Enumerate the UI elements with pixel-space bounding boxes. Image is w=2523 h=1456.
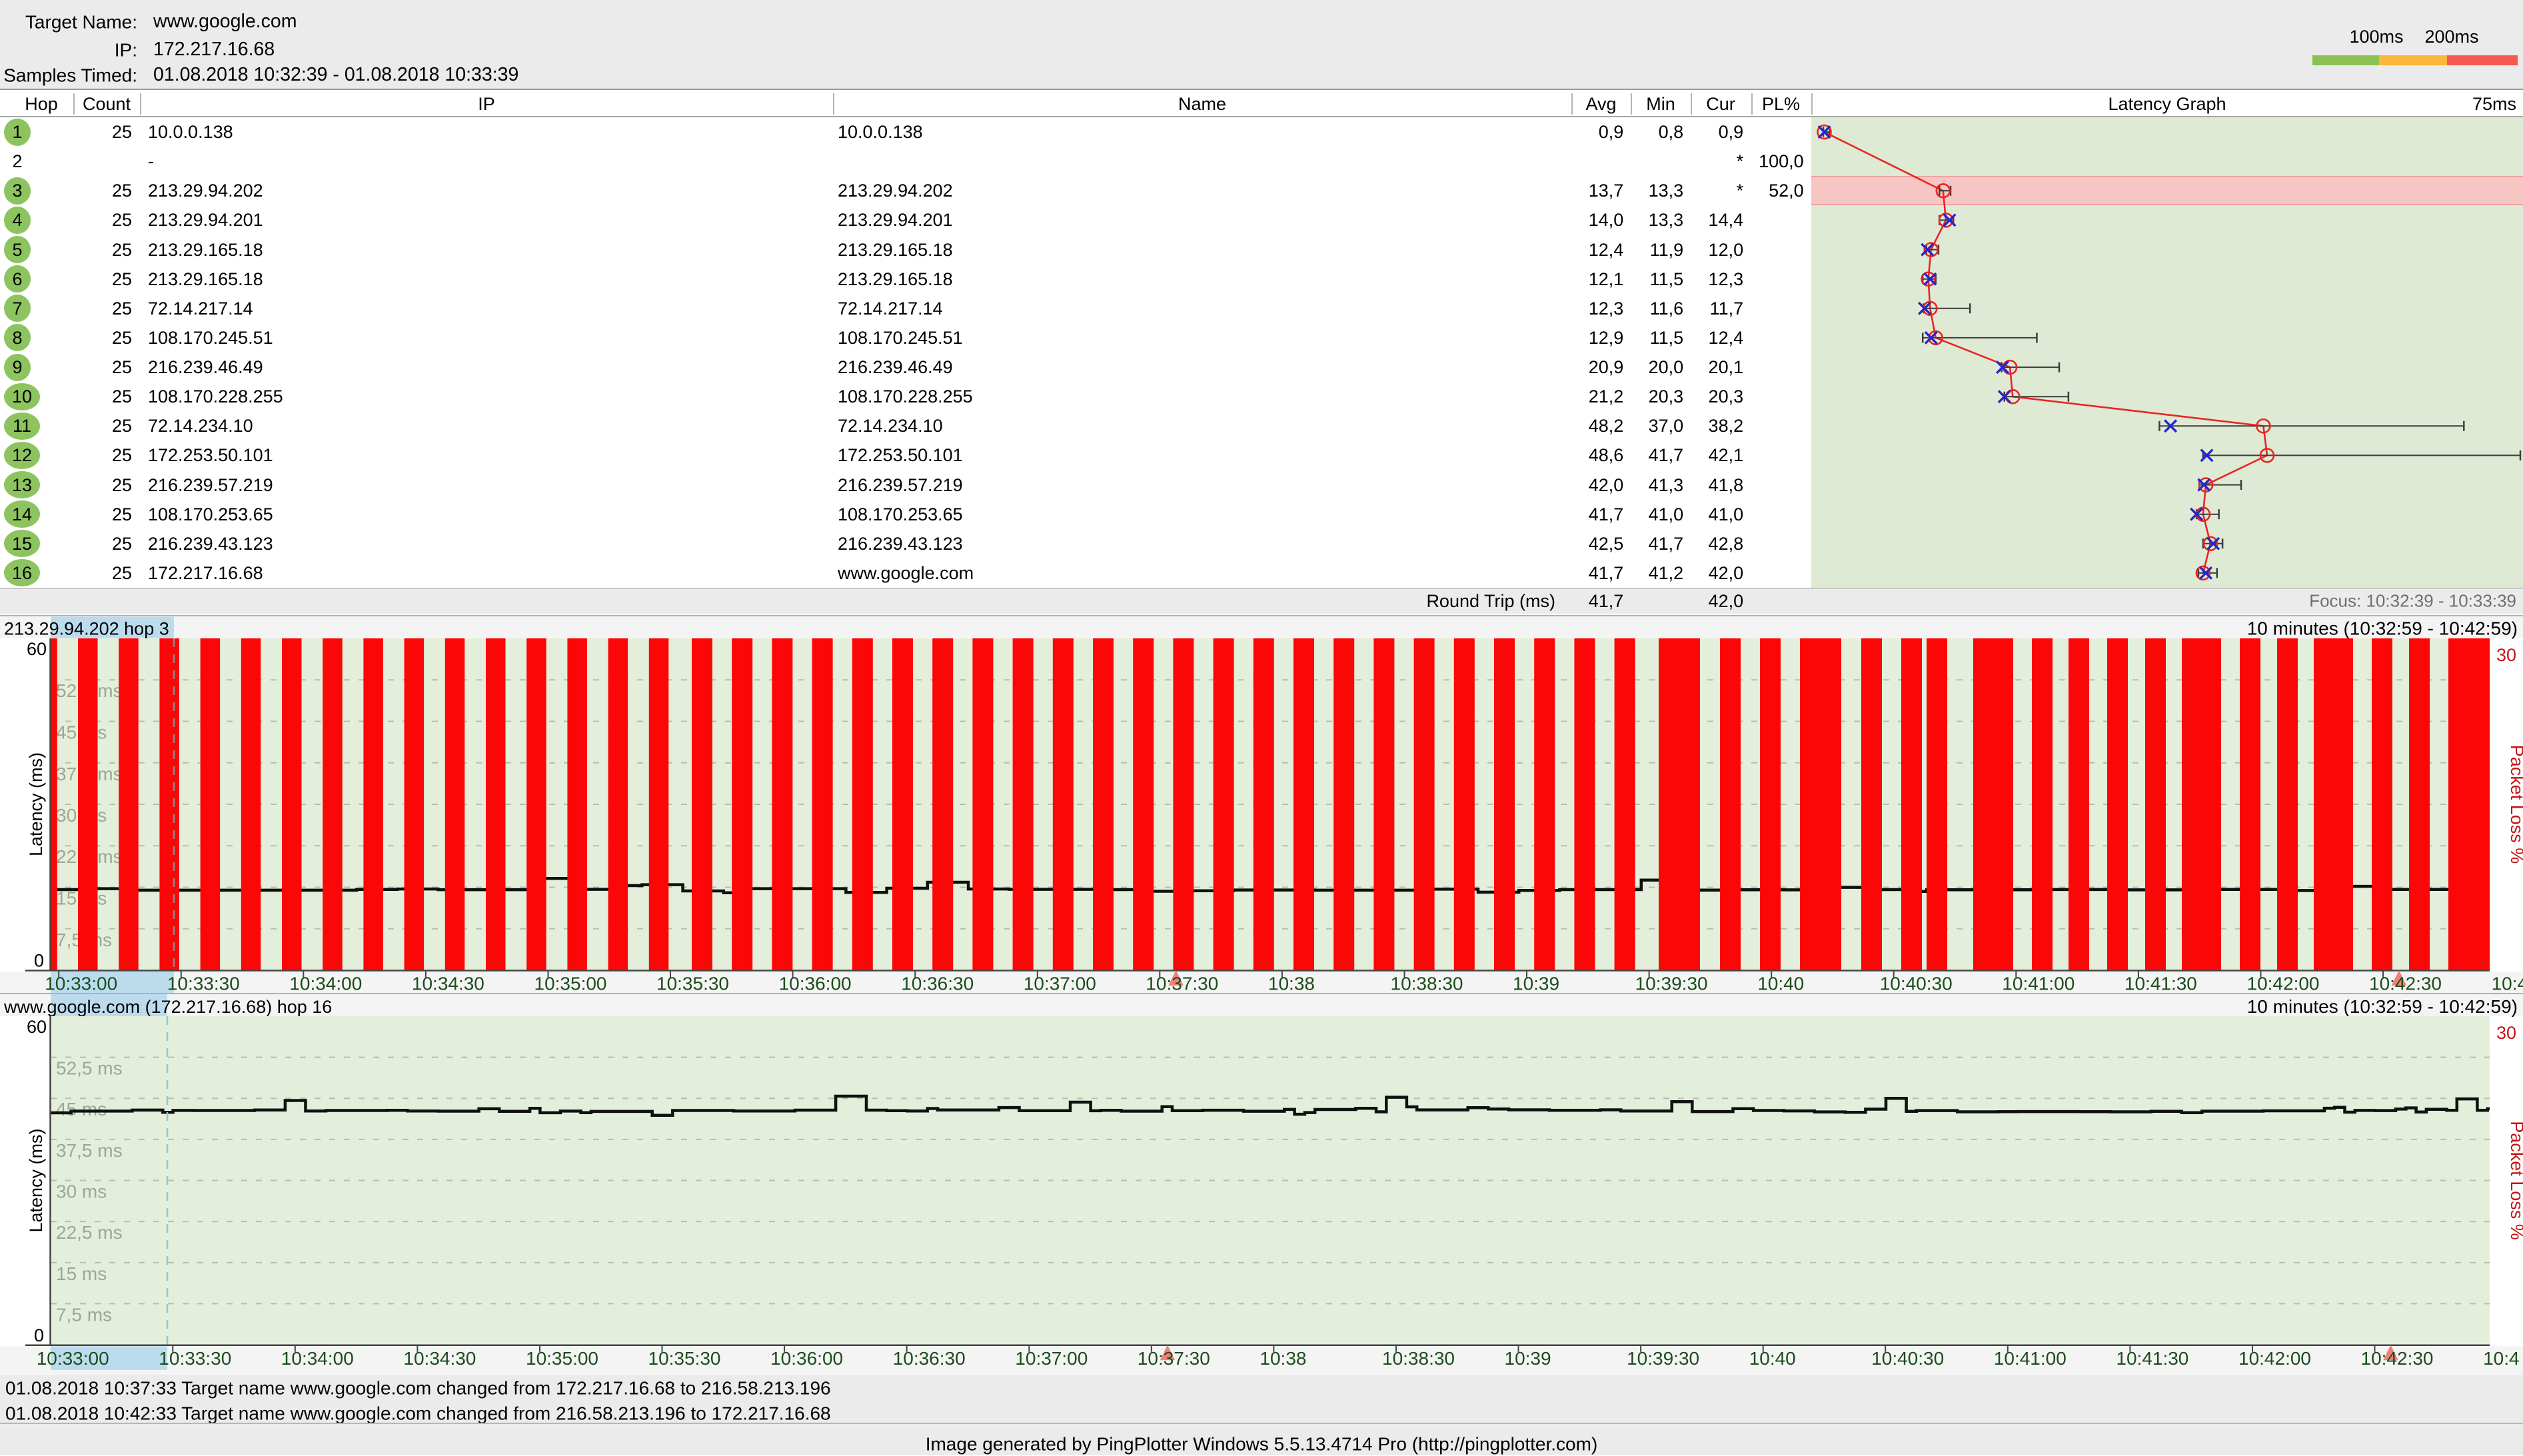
svg-text:Latency (ms): Latency (ms) — [26, 1128, 46, 1232]
svg-text:10:38:30: 10:38:30 — [1382, 1348, 1455, 1369]
svg-text:10:36:30: 10:36:30 — [893, 1348, 966, 1369]
svg-text:37,5 ms: 37,5 ms — [56, 1140, 123, 1161]
svg-text:22,5 ms: 22,5 ms — [56, 1222, 123, 1243]
svg-text:30: 30 — [2496, 645, 2516, 665]
svg-text:10:33:30: 10:33:30 — [159, 1348, 231, 1369]
svg-text:0: 0 — [34, 1325, 44, 1345]
svg-text:10 minutes (10:32:59 - 10:42:5: 10 minutes (10:32:59 - 10:42:59) — [2247, 996, 2518, 1017]
svg-text:60: 60 — [27, 639, 47, 659]
svg-text:45 ms: 45 ms — [56, 1099, 107, 1119]
svg-text:10:42:30: 10:42:30 — [2369, 974, 2442, 994]
svg-text:Latency (ms): Latency (ms) — [26, 752, 46, 856]
svg-text:10:34:30: 10:34:30 — [403, 1348, 476, 1369]
svg-text:10:41:30: 10:41:30 — [2116, 1348, 2188, 1369]
svg-text:10:38:30: 10:38:30 — [1391, 974, 1463, 994]
svg-text:10:4: 10:4 — [2492, 974, 2523, 994]
svg-text:10:33:30: 10:33:30 — [167, 974, 240, 994]
svg-text:Packet Loss %: Packet Loss % — [2507, 745, 2523, 864]
svg-text:10:37:30: 10:37:30 — [1146, 974, 1218, 994]
svg-text:30 ms: 30 ms — [56, 1181, 107, 1202]
svg-text:10:39:30: 10:39:30 — [1627, 1348, 1699, 1369]
svg-text:10:41:00: 10:41:00 — [2002, 974, 2075, 994]
svg-text:10:42:00: 10:42:00 — [2238, 1348, 2311, 1369]
svg-text:10:39: 10:39 — [1505, 1348, 1551, 1369]
svg-text:7,5 ms: 7,5 ms — [56, 1304, 112, 1325]
svg-text:10:34:00: 10:34:00 — [289, 974, 362, 994]
svg-text:10:36:30: 10:36:30 — [901, 974, 974, 994]
svg-text:10:39:30: 10:39:30 — [1635, 974, 1708, 994]
svg-text:60: 60 — [27, 1017, 47, 1037]
svg-text:10:40: 10:40 — [1757, 974, 1804, 994]
svg-text:10:42:00: 10:42:00 — [2247, 974, 2320, 994]
svg-text:www.google.com (172.217.16.68): www.google.com (172.217.16.68) hop 16 — [3, 997, 332, 1017]
svg-text:10:35:00: 10:35:00 — [526, 1348, 598, 1369]
svg-text:10:36:00: 10:36:00 — [770, 1348, 843, 1369]
svg-text:10:34:00: 10:34:00 — [281, 1348, 354, 1369]
svg-text:Packet Loss %: Packet Loss % — [2507, 1121, 2523, 1240]
svg-text:52,5 ms: 52,5 ms — [56, 1058, 123, 1079]
svg-text:10:35:30: 10:35:30 — [648, 1348, 721, 1369]
svg-text:10:33:00: 10:33:00 — [37, 1348, 109, 1369]
svg-text:213.29.94.202 hop 3: 213.29.94.202 hop 3 — [4, 619, 169, 639]
svg-text:10:39: 10:39 — [1513, 974, 1559, 994]
svg-text:10:33:00: 10:33:00 — [45, 974, 117, 994]
svg-text:10:40:30: 10:40:30 — [1871, 1348, 1944, 1369]
svg-text:30: 30 — [2496, 1023, 2516, 1043]
svg-text:10:4: 10:4 — [2483, 1348, 2520, 1369]
svg-text:10:38: 10:38 — [1260, 1348, 1306, 1369]
svg-text:10:35:30: 10:35:30 — [656, 974, 729, 994]
svg-text:0: 0 — [34, 951, 44, 971]
svg-text:10:34:30: 10:34:30 — [412, 974, 484, 994]
svg-text:10:42:30: 10:42:30 — [2361, 1348, 2434, 1369]
svg-text:10:35:00: 10:35:00 — [534, 974, 607, 994]
svg-text:10:37:00: 10:37:00 — [1024, 974, 1096, 994]
svg-text:10:41:00: 10:41:00 — [1994, 1348, 2067, 1369]
svg-text:10:37:00: 10:37:00 — [1015, 1348, 1088, 1369]
svg-text:10:40:30: 10:40:30 — [1880, 974, 1953, 994]
svg-text:10:36:00: 10:36:00 — [779, 974, 852, 994]
svg-text:15 ms: 15 ms — [56, 1263, 107, 1284]
svg-text:10:40: 10:40 — [1749, 1348, 1796, 1369]
svg-text:10:41:30: 10:41:30 — [2124, 974, 2197, 994]
svg-text:10 minutes (10:32:59 - 10:42:5: 10 minutes (10:32:59 - 10:42:59) — [2247, 618, 2518, 639]
svg-text:10:37:30: 10:37:30 — [1138, 1348, 1210, 1369]
svg-text:10:38: 10:38 — [1268, 974, 1315, 994]
